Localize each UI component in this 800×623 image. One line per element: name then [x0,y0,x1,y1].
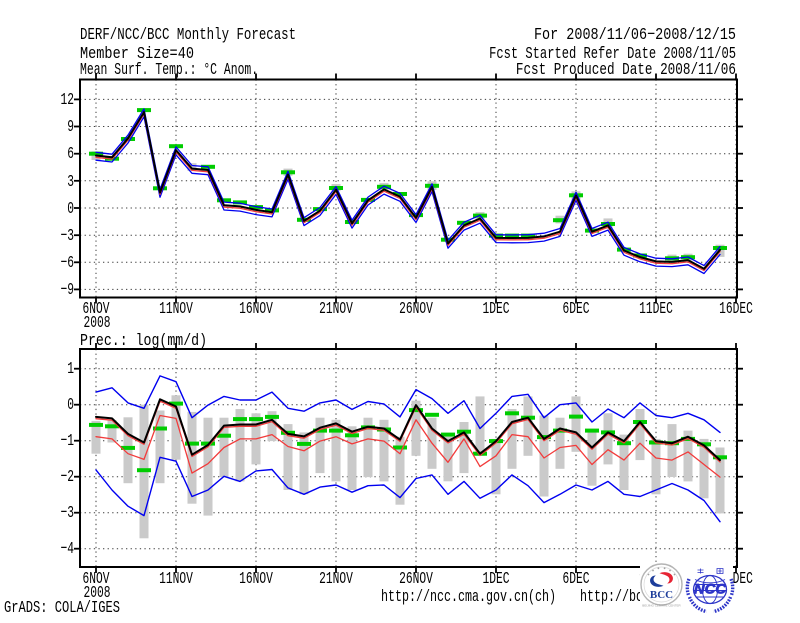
svg-text:BEIJING CLIMATE CENTER: BEIJING CLIMATE CENTER [642,604,681,608]
svg-text:BCC: BCC [650,589,673,601]
svg-text:NCC: NCC [694,581,727,597]
